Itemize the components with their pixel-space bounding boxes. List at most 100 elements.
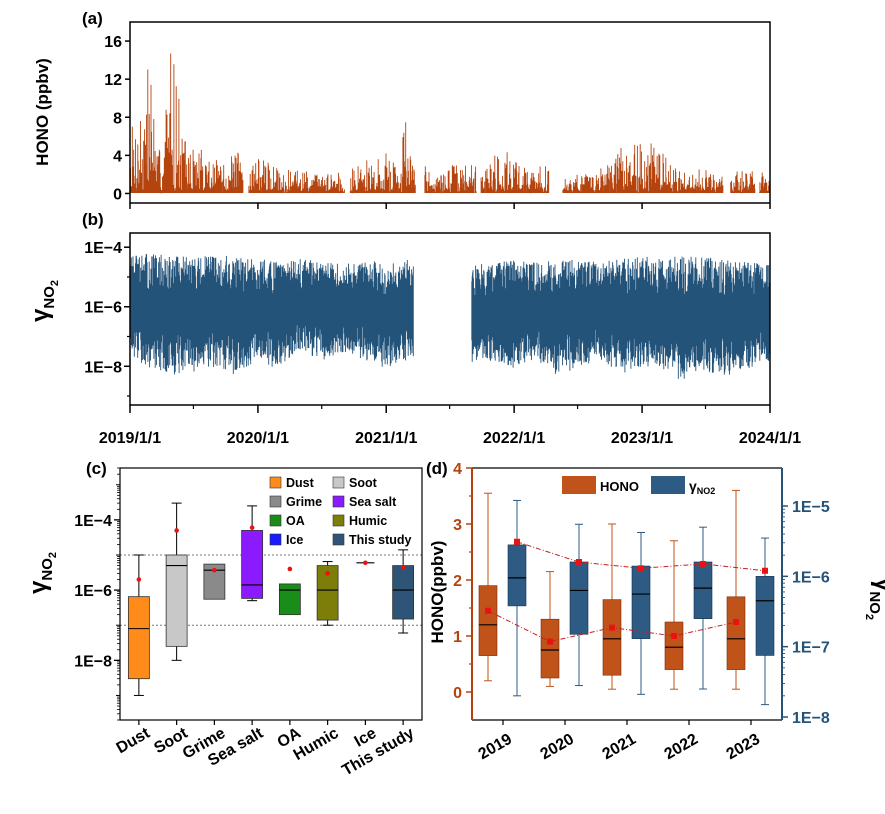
legend-swatch: [332, 495, 345, 508]
box: [165, 554, 188, 647]
box: [278, 583, 301, 616]
x-tick-label: 2019: [476, 731, 515, 764]
hono-mean-line: [487, 610, 737, 643]
legend-swatch-gamma: [651, 476, 685, 494]
legend-swatch: [269, 533, 282, 546]
box: [664, 621, 684, 670]
panel-d-ylabel-right: γNO2: [863, 578, 885, 620]
box: [241, 530, 264, 599]
x-tick-label: 2021: [600, 731, 639, 764]
panel-a-frame: [129, 21, 771, 204]
box-soot: [165, 502, 188, 661]
y-tick-label-right: 1E−5: [792, 499, 830, 516]
gamma-box-2020: [569, 523, 589, 687]
gamma-box-2022: [693, 526, 713, 690]
y-tick-label: 1E−8: [84, 359, 122, 376]
legend-label: Humic: [349, 514, 387, 528]
box: [316, 565, 339, 621]
panel-b-ylabel: γNO2: [27, 280, 61, 322]
hono-box-2019: [478, 492, 498, 682]
mean-marker: [174, 528, 179, 533]
hono-series: [129, 53, 770, 194]
box-dust: [127, 554, 150, 696]
legend-label-hono: HONO: [600, 479, 639, 494]
legend-swatch: [332, 533, 345, 546]
box-sea-salt: [241, 505, 264, 602]
y-tick-label-left: 3: [453, 517, 462, 534]
legend-label: Grime: [286, 495, 322, 509]
mean-marker: [212, 567, 217, 573]
y-tick-label: 0: [113, 186, 122, 203]
y-tick-label-left: 0: [453, 685, 462, 702]
legend-swatch: [269, 495, 282, 508]
x-tick-label: 2023/1/1: [611, 430, 673, 447]
legend-label: Dust: [286, 476, 315, 490]
mean-marker: [325, 571, 330, 576]
panel-c: (c) 1E−4 1E−6 1E−8 Dust Soot Grime Sea salt OA…: [25, 459, 423, 779]
panel-d-legend: HONO γNO2: [562, 476, 715, 496]
panel-a-label: (a): [82, 9, 103, 28]
box: [203, 563, 226, 600]
box: [507, 544, 527, 607]
x-tick-label: Dust: [114, 724, 154, 757]
x-tick-label: 2021/1/1: [355, 430, 417, 447]
panel-c-gridlines: [120, 554, 422, 626]
box-ice: [356, 560, 375, 566]
gamma-series: [129, 254, 771, 379]
panel-d-mean-lines: [487, 541, 766, 643]
panel-a-y-ticks: 0 4 8 12 16: [104, 34, 130, 203]
mean-marker: [671, 633, 677, 639]
panel-b-x-ticks: 2019/1/1 2020/1/1 2021/1/1 2022/1/1 2023/1/1…: [99, 405, 801, 447]
y-tick-label-left: 4: [453, 461, 462, 478]
x-tick-label: 2024/1/1: [739, 430, 801, 447]
x-tick-label: 2019/1/1: [99, 430, 161, 447]
legend-swatch: [269, 476, 282, 489]
gamma-box-2019: [507, 499, 527, 697]
legend-label-gamma: γNO2: [689, 478, 715, 496]
legend-label: Ice: [286, 533, 303, 547]
mean-marker: [576, 558, 582, 565]
hono-box-2021: [602, 523, 622, 690]
legend-swatch-hono: [562, 476, 596, 494]
panel-c-label: (c): [86, 459, 107, 478]
y-tick-label-left: 1: [453, 629, 462, 646]
hono-trace: [129, 53, 770, 194]
legend-swatch: [332, 476, 345, 489]
y-tick-label: 1E−8: [74, 653, 112, 670]
y-tick-label: 1E−4: [74, 513, 112, 530]
y-tick-label-right: 1E−8: [792, 710, 830, 727]
box: [540, 618, 560, 679]
panel-c-boxes: [127, 502, 415, 696]
panel-a-x-ticks: [129, 203, 771, 209]
gamma-box-2023: [755, 537, 775, 706]
y-tick-label: 16: [104, 34, 122, 51]
x-tick-label: 2023: [724, 731, 763, 764]
hono-box-2023: [726, 489, 746, 690]
panel-d: (d) 0 1 2 3 4 1E−5 1E−6 1E−7 1E−8 2019 2020 2021 202…: [426, 459, 885, 763]
panel-c-legend: Dust Soot Grime Sea salt OA Humic Ice This stud…: [269, 476, 412, 547]
x-tick-label: 2022/1/1: [483, 430, 545, 447]
x-tick-label: 2020/1/1: [227, 430, 289, 447]
box: [693, 561, 713, 619]
panel-c-y-ticks: 1E−4 1E−6 1E−8: [74, 467, 120, 721]
box: [755, 576, 775, 656]
panel-b: (b) 1E−4 1E−6 1E−8 2019/1/1 2020/1/1 2021/1/…: [27, 210, 801, 447]
panel-c-ylabel: γNO2: [25, 552, 59, 594]
y-tick-label-right: 1E−6: [792, 569, 830, 586]
box: [392, 565, 415, 620]
hono-box-2022: [664, 540, 684, 690]
y-tick-label: 8: [113, 110, 122, 127]
panel-b-y-ticks: 1E−4 1E−6 1E−8: [84, 240, 130, 397]
legend-label-gamma-subscript: NO2: [697, 486, 716, 496]
panel-d-label: (d): [426, 459, 448, 478]
y-tick-label-right: 1E−7: [792, 640, 830, 657]
y-tick-label: 1E−4: [84, 240, 122, 257]
mean-marker: [287, 566, 293, 572]
legend-label: Sea salt: [349, 495, 397, 509]
gamma-box-2021: [631, 531, 651, 695]
panel-c-frame: [119, 467, 423, 721]
legend-swatch: [332, 514, 345, 527]
mean-marker: [733, 619, 739, 625]
mean-marker: [514, 538, 520, 545]
